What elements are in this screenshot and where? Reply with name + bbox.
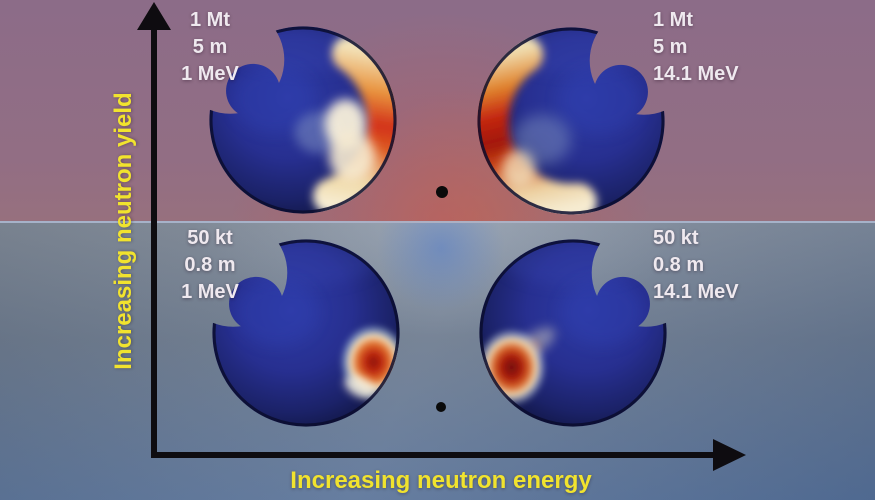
sphere-rim	[479, 239, 667, 427]
standoff-value: 0.8 m	[184, 254, 236, 276]
sphere-render-bottom-right	[476, 238, 668, 428]
yield-value: 1 Mt	[653, 9, 693, 31]
panel-label-top-left: 1 Mt 5 m 1 MeV	[140, 7, 280, 88]
x-axis-line	[151, 452, 717, 458]
energy-value: 14.1 MeV	[653, 63, 739, 85]
standoff-value: 5 m	[653, 36, 688, 58]
cut-face-shading	[558, 66, 642, 134]
background-upper-half	[0, 0, 875, 223]
energy-value: 1 MeV	[181, 63, 239, 85]
sphere-render-bottom-left	[211, 238, 408, 428]
standoff-value: 0.8 m	[653, 254, 705, 276]
heat-white-crescent	[344, 376, 376, 399]
cut-face-shading	[232, 65, 316, 133]
standoff-value: 5 m	[192, 36, 228, 58]
yield-value: 50 kt	[187, 227, 233, 249]
yield-value: 1 Mt	[190, 9, 230, 31]
x-axis-arrowhead-icon	[713, 439, 746, 471]
energy-value: 14.1 MeV	[653, 281, 739, 303]
sphere-rim	[209, 26, 397, 214]
sphere-top-light	[502, 239, 644, 286]
asteroid-cutaway	[211, 238, 408, 428]
heat-deposition-band	[313, 35, 402, 214]
heat-fade-halo	[512, 114, 571, 165]
sphere-render-top-left	[208, 25, 402, 215]
sphere-rim	[477, 27, 665, 215]
y-axis-label: Increasing neutron yield	[110, 92, 137, 370]
heat-deposition-spot	[476, 327, 547, 407]
asteroid-cutaway	[471, 26, 666, 221]
panel-label-bottom-left: 50 kt 0.8 m 1 MeV	[140, 225, 280, 306]
cut-face-shading	[560, 278, 644, 346]
reference-dot-lower	[436, 402, 446, 412]
y-axis-line	[151, 26, 157, 456]
sphere-top-light	[235, 239, 377, 286]
panel-label-top-right: 1 Mt 5 m 14.1 MeV	[653, 7, 739, 88]
cut-face-shading	[235, 278, 319, 346]
heat-deposition-band	[471, 35, 597, 221]
sphere-rim	[212, 239, 400, 427]
y-axis-arrowhead-icon	[137, 2, 171, 30]
x-axis-label: Increasing neutron energy	[290, 467, 592, 494]
heat-cream-core	[329, 131, 375, 182]
energy-value: 1 MeV	[181, 281, 239, 303]
reference-dot-upper	[436, 186, 448, 198]
panel-label-bottom-right: 50 kt 0.8 m 14.1 MeV	[653, 225, 739, 306]
asteroid-cutaway	[476, 238, 668, 428]
heat-cream-core	[502, 150, 536, 188]
yield-value: 50 kt	[653, 227, 699, 249]
sphere-render-top-right	[471, 26, 666, 221]
background-divider-line	[0, 221, 875, 223]
asteroid-cutaway	[208, 25, 402, 215]
